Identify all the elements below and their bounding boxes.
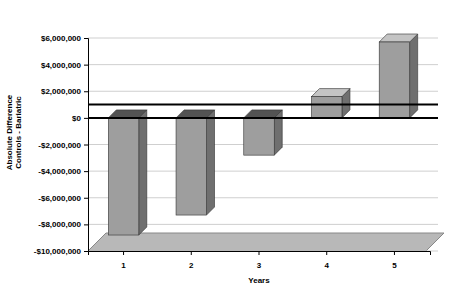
y-tick: $2,000,000	[41, 87, 88, 96]
y-tick-mark	[84, 224, 88, 225]
bar-top	[379, 34, 417, 42]
y-tick: -$6,000,000	[38, 194, 88, 203]
bar-group	[176, 110, 214, 215]
bar-top	[108, 110, 146, 118]
floor	[88, 233, 444, 251]
y-tick-mark	[84, 198, 88, 199]
y-tick-mark	[84, 91, 88, 92]
y-tick: $6,000,000	[41, 34, 88, 43]
y-tick: -$2,000,000	[38, 141, 88, 150]
bar-group	[311, 89, 349, 118]
x-tick: 2	[189, 251, 194, 270]
bar	[244, 118, 274, 155]
y-tick-label: -$4,000,000	[38, 167, 81, 176]
x-tick: 3	[257, 251, 262, 270]
y-tick-mark	[84, 171, 88, 172]
y-axis: -$10,000,000 -$8,000,000 -$6,000,000 -$4,00…	[34, 34, 89, 256]
bar-side	[207, 110, 215, 215]
y-tick-label: $2,000,000	[41, 87, 82, 96]
y-tick: $4,000,000	[41, 61, 88, 70]
x-tick-mark	[326, 251, 327, 255]
y-tick: $0	[72, 114, 88, 123]
grid	[88, 38, 438, 251]
bar-group	[108, 110, 146, 235]
y-tick-label: $4,000,000	[41, 61, 82, 70]
bar	[176, 118, 206, 215]
y-tick-mark	[84, 251, 88, 252]
bar	[108, 118, 138, 235]
y-tick-label: $6,000,000	[41, 34, 82, 43]
x-tick-mark	[191, 251, 192, 255]
plot-area	[88, 34, 438, 235]
x-tick: 4	[324, 251, 329, 270]
x-axis-title: Years	[248, 276, 270, 285]
bar-top	[244, 110, 282, 118]
y-axis-title: Absolute DifferenceControls - Bariatric	[5, 94, 23, 170]
bar-top	[176, 110, 214, 118]
y-tick-mark	[84, 145, 88, 146]
x-tick-label: 4	[324, 261, 329, 270]
y-tick-label: -$10,000,000	[34, 247, 82, 256]
x-axis-line	[89, 252, 431, 256]
bar	[311, 97, 341, 118]
y-tick-label: $0	[72, 114, 81, 123]
x-tick: 1	[121, 251, 126, 270]
x-tick-mark	[259, 251, 260, 255]
x-tick-label: 2	[189, 261, 194, 270]
y-tick-label: -$2,000,000	[38, 141, 81, 150]
x-tick-mark	[394, 251, 395, 255]
chart: -$10,000,000 -$8,000,000 -$6,000,000 -$4,00…	[0, 0, 452, 291]
zero-line	[88, 117, 438, 119]
y-tick-mark	[84, 118, 88, 119]
y-tick-mark	[84, 65, 88, 66]
bar-group	[244, 110, 282, 155]
y-tick: -$8,000,000	[38, 220, 88, 229]
x-tick-label: 3	[257, 261, 262, 270]
x-axis: 1 2 3 4 5	[89, 251, 431, 270]
y-tick-mark	[84, 38, 88, 39]
x-tick: 5	[392, 251, 397, 270]
y-tick: -$10,000,000	[34, 247, 88, 256]
reference-line	[88, 104, 438, 106]
bar	[379, 42, 409, 118]
x-tick-label: 1	[121, 261, 126, 270]
bar-side	[139, 110, 147, 235]
y-tick-label: -$6,000,000	[38, 194, 81, 203]
x-tick-label: 5	[392, 261, 397, 270]
y-axis-line	[84, 39, 89, 252]
x-tick-mark	[123, 251, 124, 255]
bar-top	[311, 89, 349, 97]
y-tick-label: -$8,000,000	[38, 220, 81, 229]
grid-line	[88, 117, 438, 118]
y-tick: -$4,000,000	[38, 167, 88, 176]
